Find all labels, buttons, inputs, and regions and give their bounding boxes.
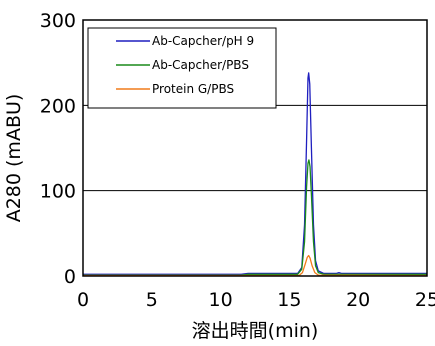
plot-frame: [82, 19, 428, 277]
legend-label: Ab-Capcher/pH 9: [152, 34, 254, 48]
x-tick-labels: 0 5 10 15 20 25: [77, 289, 435, 311]
x-tick-label: 10: [209, 289, 233, 311]
x-axis-label: 溶出時間(min): [192, 320, 319, 342]
y-tick-labels: 0 100 200 300: [40, 10, 76, 288]
x-tick-label: 20: [346, 289, 370, 311]
series-lines: [83, 72, 428, 277]
x-tick-label: 5: [146, 289, 158, 311]
y-tick-label: 200: [40, 95, 76, 117]
y-axis-label: A280 (mABU): [3, 94, 25, 223]
grid-lines: [83, 104, 427, 192]
legend-label: Protein G/PBS: [152, 82, 234, 96]
series-line-3: [83, 254, 428, 277]
legend: Ab-Capcher/pH 9 Ab-Capcher/PBS Protein G/P…: [87, 27, 277, 109]
x-tick-label: 25: [415, 289, 435, 311]
y-tick-label: 300: [40, 10, 76, 32]
x-tick-label: 0: [77, 289, 89, 311]
y-tick-label: 100: [40, 181, 76, 203]
series-line-1: [83, 72, 427, 275]
legend-label: Ab-Capcher/PBS: [152, 58, 249, 72]
x-tick-label: 15: [277, 289, 301, 311]
series-line-2: [83, 159, 427, 276]
y-tick-label: 0: [64, 266, 76, 288]
